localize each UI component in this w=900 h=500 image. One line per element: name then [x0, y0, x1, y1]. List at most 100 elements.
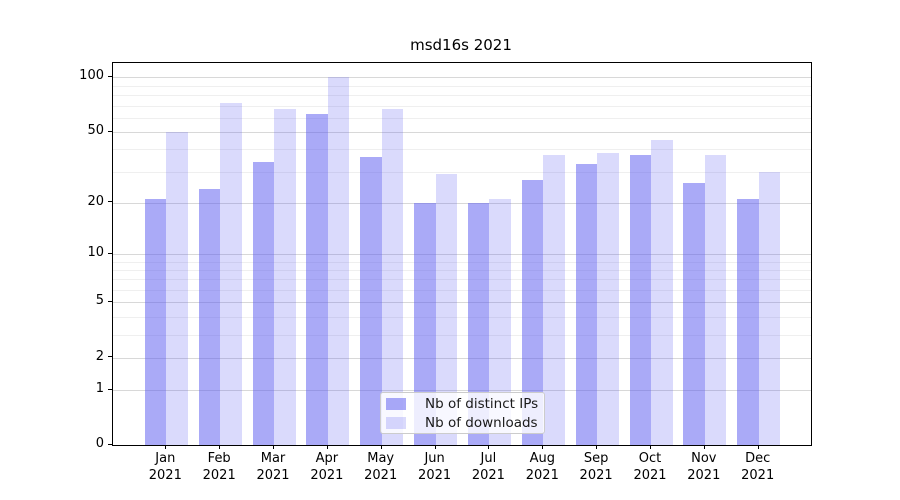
xtick-label-jun: Jun 2021	[395, 450, 475, 484]
xtick-mark-jul	[488, 445, 489, 449]
gridline-minor-90	[113, 85, 811, 87]
bar-distinct-ips-dec	[737, 198, 759, 445]
gridline-major-5	[113, 302, 811, 304]
bar-distinct-ips-nov	[683, 182, 705, 445]
bar-distinct-ips-may	[360, 157, 382, 445]
ytick-mark-20	[108, 201, 112, 202]
xtick-month: Nov	[691, 451, 717, 466]
gridline-minor-60	[113, 117, 811, 119]
gridline-major-10	[113, 254, 811, 255]
xtick-year: 2021	[148, 468, 182, 483]
xtick-mark-oct	[650, 445, 651, 449]
bar-downloads-oct	[651, 140, 673, 445]
gridline-major-100	[113, 77, 811, 79]
bar-downloads-aug	[543, 155, 565, 445]
bar-downloads-jul	[489, 198, 511, 445]
gridline-major-2	[113, 357, 811, 359]
ytick-mark-1	[108, 389, 112, 390]
bar-downloads-sep	[597, 153, 619, 445]
ytick-label-2: 2	[95, 348, 104, 364]
xtick-month: Feb	[207, 451, 231, 466]
xtick-month: Jun	[424, 451, 445, 466]
legend: Nb of distinct IPs Nb of downloads	[380, 392, 545, 434]
bar-distinct-ips-jul	[467, 202, 490, 445]
xtick-label-nov: Nov 2021	[664, 450, 744, 484]
legend-swatch-distinct-ips	[386, 397, 406, 410]
bar-distinct-ips-jan	[144, 198, 167, 445]
gridline-minor-9	[113, 261, 811, 263]
xtick-year: 2021	[525, 468, 559, 483]
xtick-label-jul: Jul 2021	[448, 450, 528, 484]
bar-distinct-ips-feb	[198, 188, 221, 445]
bar-distinct-ips-oct	[629, 155, 651, 445]
legend-row-downloads: Nb of downloads	[386, 414, 538, 431]
bar-distinct-ips-aug	[521, 179, 544, 445]
bar-distinct-ips-sep	[575, 164, 598, 445]
gridline-minor-70	[113, 105, 811, 107]
xtick-label-sep: Sep 2021	[556, 450, 636, 484]
bar-downloads-may	[381, 108, 404, 445]
xtick-year: 2021	[256, 468, 290, 483]
gridline-major-1	[113, 389, 811, 391]
ytick-mark-2	[108, 356, 112, 357]
xtick-label-feb: Feb 2021	[179, 450, 259, 484]
bar-downloads-mar	[274, 108, 296, 445]
xtick-mark-may	[381, 445, 382, 449]
xtick-mark-mar	[273, 445, 274, 449]
ytick-label-0: 0	[95, 436, 104, 451]
xtick-year: 2021	[741, 468, 775, 483]
ytick-mark-50	[108, 131, 112, 132]
xtick-year: 2021	[202, 468, 236, 483]
ytick-label-100: 100	[79, 68, 104, 84]
xtick-year: 2021	[687, 468, 721, 483]
xtick-label-aug: Aug 2021	[502, 450, 582, 484]
ytick-mark-0	[108, 444, 112, 445]
xtick-month: Mar	[260, 451, 286, 466]
gridline-minor-80	[113, 95, 811, 96]
xtick-month: Aug	[529, 451, 555, 466]
ytick-label-1: 1	[95, 380, 104, 396]
ytick-label-5: 5	[95, 293, 104, 309]
xtick-year: 2021	[364, 468, 398, 483]
xtick-mark-jan	[165, 445, 166, 449]
gridline-minor-6	[113, 290, 811, 291]
xtick-mark-feb	[219, 445, 220, 449]
xtick-mark-apr	[327, 445, 328, 449]
legend-label-distinct-ips: Nb of distinct IPs	[425, 395, 539, 412]
bar-downloads-dec	[758, 171, 781, 445]
gridline-minor-30	[113, 171, 811, 173]
xtick-mark-nov	[704, 445, 705, 449]
bar-downloads-jan	[166, 131, 188, 445]
bar-distinct-ips-mar	[252, 161, 274, 445]
xtick-year: 2021	[633, 468, 667, 483]
legend-row-distinct-ips: Nb of distinct IPs	[386, 395, 539, 412]
ytick-label-20: 20	[87, 193, 104, 209]
ytick-mark-10	[108, 253, 112, 254]
xtick-label-apr: Apr 2021	[287, 450, 367, 484]
xtick-year: 2021	[418, 468, 452, 483]
gridline-minor-40	[113, 149, 811, 151]
xtick-label-mar: Mar 2021	[233, 450, 313, 484]
bar-downloads-feb	[220, 103, 242, 445]
ytick-mark-100	[108, 76, 112, 77]
xtick-year: 2021	[471, 468, 505, 483]
legend-swatch-downloads	[386, 416, 406, 429]
gridline-minor-7	[113, 279, 811, 281]
ytick-mark-5	[108, 301, 112, 302]
ytick-label-50: 50	[87, 122, 104, 138]
xtick-label-may: May 2021	[341, 450, 421, 484]
chart-title: msd16s 2021	[410, 36, 512, 54]
bar-downloads-apr	[327, 77, 350, 445]
gridline-major-20	[113, 202, 811, 204]
xtick-month: Dec	[745, 451, 771, 466]
bar-distinct-ips-jun	[414, 202, 436, 445]
plot-area	[112, 62, 812, 446]
xtick-month: Jan	[155, 451, 176, 466]
xtick-month: Sep	[583, 451, 609, 466]
gridline-minor-4	[113, 316, 811, 318]
xtick-mark-sep	[596, 445, 597, 449]
bar-distinct-ips-apr	[306, 113, 328, 445]
xtick-month: Jul	[480, 451, 497, 466]
legend-label-downloads: Nb of downloads	[425, 414, 538, 431]
